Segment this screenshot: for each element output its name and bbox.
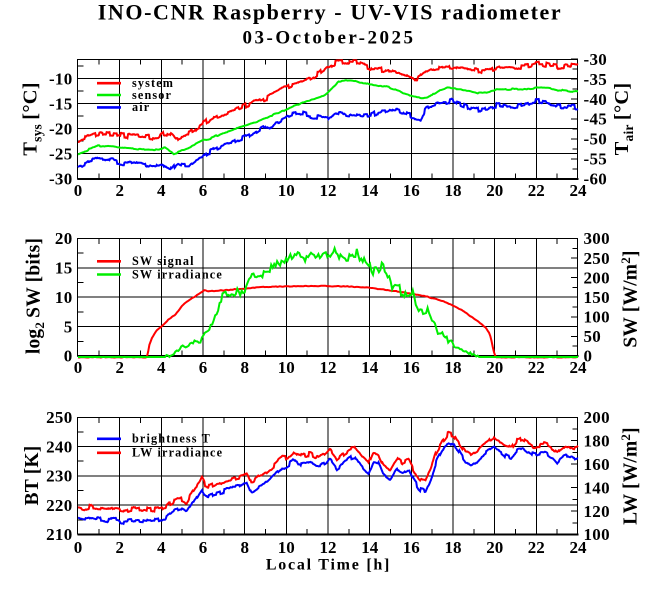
svg-text:-20: -20 [49,119,73,138]
svg-text:SW irradiance: SW irradiance [132,267,223,281]
svg-text:0: 0 [74,538,83,557]
svg-text:LW [W/m2]: LW [W/m2] [618,427,642,525]
svg-text:-40: -40 [584,90,608,109]
svg-text:2: 2 [115,358,124,377]
svg-text:-35: -35 [584,70,608,89]
svg-text:-45: -45 [584,110,608,129]
svg-text:120: 120 [584,502,610,521]
svg-text:140: 140 [584,478,610,497]
svg-text:250: 250 [46,408,72,427]
svg-text:8: 8 [240,538,249,557]
svg-text:20: 20 [55,229,73,248]
svg-text:6: 6 [199,358,208,377]
svg-text:180: 180 [584,431,610,450]
svg-text:16: 16 [403,538,420,557]
svg-text:-30: -30 [584,50,608,69]
svg-text:Tsys [°C]: Tsys [°C] [20,82,45,156]
svg-text:14: 14 [361,538,379,557]
svg-text:2: 2 [115,538,124,557]
svg-text:14: 14 [361,181,379,200]
svg-text:24: 24 [570,358,588,377]
svg-text:12: 12 [320,538,337,557]
svg-text:system: system [132,76,174,90]
svg-text:22: 22 [528,181,545,200]
svg-text:14: 14 [361,358,379,377]
svg-text:0: 0 [74,181,83,200]
svg-text:24: 24 [570,181,588,200]
svg-text:-60: -60 [584,170,608,189]
svg-text:0: 0 [64,347,73,366]
svg-text:160: 160 [584,455,610,474]
svg-text:5: 5 [64,317,73,336]
svg-text:18: 18 [445,181,462,200]
svg-text:20: 20 [486,538,503,557]
svg-text:300: 300 [584,229,610,248]
svg-text:200: 200 [584,268,610,287]
svg-text:4: 4 [157,181,166,200]
svg-text:220: 220 [46,496,72,515]
svg-text:03-October-2025: 03-October-2025 [243,27,416,48]
svg-text:6: 6 [199,181,208,200]
svg-text:12: 12 [320,358,337,377]
svg-text:0: 0 [584,347,593,366]
svg-text:18: 18 [445,538,462,557]
svg-text:20: 20 [486,181,503,200]
svg-text:230: 230 [46,467,72,486]
svg-text:LW irradiance: LW irradiance [132,446,223,460]
svg-text:air: air [132,100,150,114]
svg-text:6: 6 [199,538,208,557]
svg-text:240: 240 [46,437,72,456]
svg-text:-10: -10 [49,69,73,88]
svg-text:10: 10 [55,288,73,307]
svg-text:0: 0 [74,358,83,377]
svg-text:10: 10 [278,358,295,377]
svg-text:24: 24 [570,538,588,557]
svg-text:-30: -30 [49,170,73,189]
svg-text:8: 8 [240,358,249,377]
svg-text:sensor: sensor [132,88,172,102]
svg-text:22: 22 [528,538,545,557]
svg-text:4: 4 [157,358,166,377]
svg-text:10: 10 [278,538,295,557]
svg-text:10: 10 [278,181,295,200]
svg-text:INO-CNR Raspberry - UV-VIS rad: INO-CNR Raspberry - UV-VIS radiometer [98,0,563,25]
svg-text:250: 250 [584,249,610,268]
svg-text:4: 4 [157,538,166,557]
svg-text:15: 15 [55,259,73,278]
svg-text:100: 100 [584,308,610,327]
svg-text:log2 SW [bits]: log2 SW [bits] [24,238,48,354]
svg-text:210: 210 [46,525,72,544]
svg-text:BT [K]: BT [K] [22,446,43,506]
svg-text:22: 22 [528,358,545,377]
svg-text:Local Time [h]: Local Time [h] [266,557,391,574]
svg-text:2: 2 [115,181,124,200]
svg-text:-25: -25 [49,144,73,163]
svg-text:-50: -50 [584,130,608,149]
svg-text:16: 16 [403,358,420,377]
svg-text:200: 200 [584,408,610,427]
svg-text:Tair [°C]: Tair [°C] [611,83,636,156]
svg-text:50: 50 [584,327,602,346]
svg-text:-55: -55 [584,150,608,169]
svg-text:18: 18 [445,358,462,377]
svg-text:20: 20 [486,358,503,377]
svg-text:-15: -15 [49,94,73,113]
svg-text:150: 150 [584,288,610,307]
svg-text:12: 12 [320,181,337,200]
svg-text:16: 16 [403,181,420,200]
svg-text:SW [W/m2]: SW [W/m2] [618,250,642,347]
svg-text:brightness T: brightness T [132,432,211,446]
svg-text:SW signal: SW signal [132,254,195,268]
svg-text:100: 100 [584,525,610,544]
svg-text:8: 8 [240,181,249,200]
